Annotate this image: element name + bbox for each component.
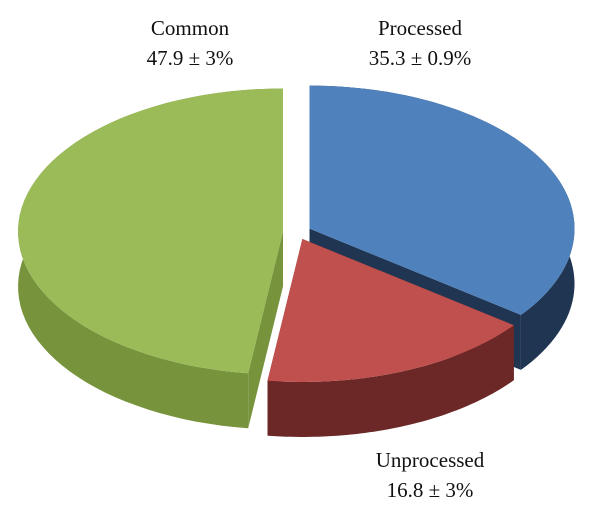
- slice-label: Common: [151, 16, 230, 40]
- slice-tops: [18, 85, 575, 382]
- value-label: 35.3 ± 0.9%: [369, 46, 472, 70]
- slice: [309, 85, 575, 315]
- slice-label: Processed: [378, 16, 462, 40]
- value-label: 47.9 ± 3%: [147, 46, 234, 70]
- slice-side-radial: [248, 231, 283, 429]
- slice: [267, 239, 514, 382]
- slice: [18, 88, 283, 374]
- value-label: 16.8 ± 3%: [387, 478, 474, 502]
- slice-side-outer: [267, 325, 514, 437]
- slice-label: Unprocessed: [376, 448, 485, 472]
